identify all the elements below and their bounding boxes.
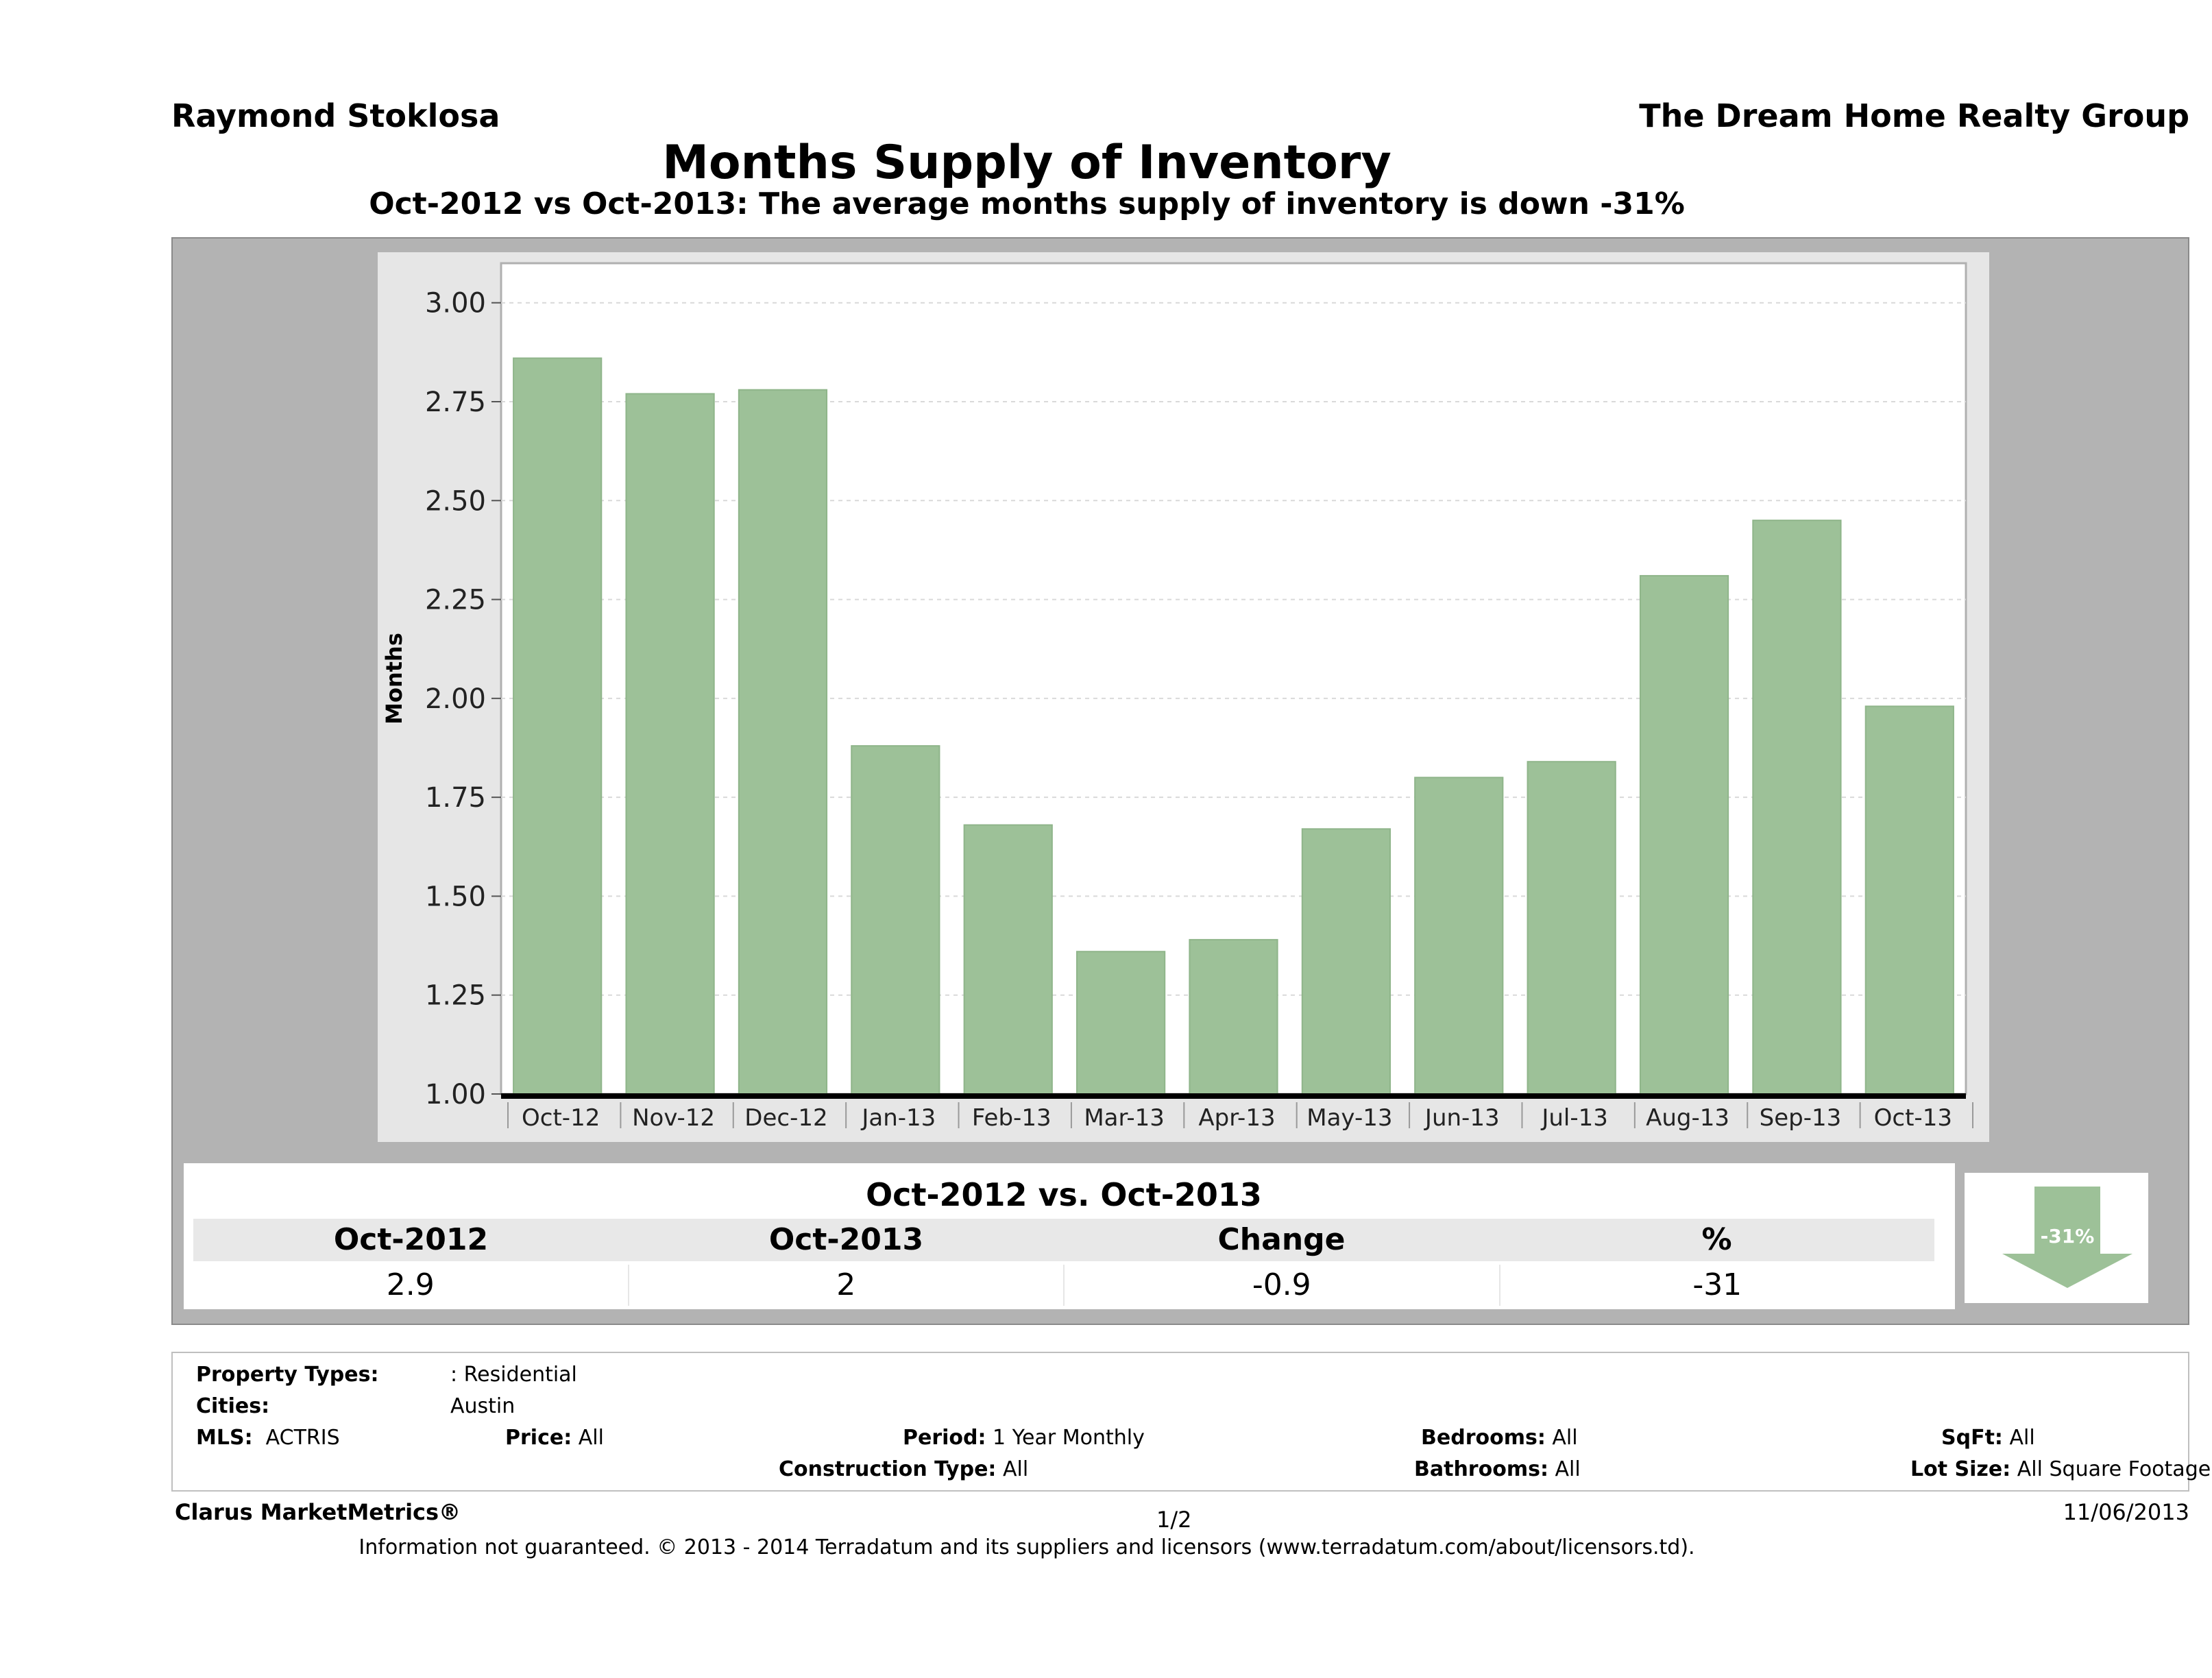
x-tick-label: Feb-13 <box>972 1104 1052 1132</box>
summary-label-percent: % <box>1701 1222 1732 1257</box>
x-tick-label: Aug-13 <box>1646 1104 1729 1132</box>
agent-name: Raymond Stoklosa <box>171 97 500 134</box>
bar <box>1639 574 1729 1095</box>
x-tick-label: Jun-13 <box>1424 1104 1500 1132</box>
x-tick-label: Jan-13 <box>860 1104 936 1132</box>
bar <box>1076 951 1166 1095</box>
bathrooms: Bathrooms: All <box>1414 1457 1581 1481</box>
x-tick-label: Jul-13 <box>1540 1104 1608 1132</box>
x-tick-label: May-13 <box>1306 1104 1392 1132</box>
summary-label-end: Oct-2013 <box>768 1222 924 1257</box>
x-tick-label: Apr-13 <box>1198 1104 1275 1132</box>
summary-values-row: 2.9 2 -0.9 -31 <box>193 1265 1934 1306</box>
bar <box>1414 777 1504 1095</box>
bar <box>513 357 603 1095</box>
x-tick-label: Sep-13 <box>1760 1104 1842 1132</box>
page-title: Months Supply of Inventory <box>662 136 1391 190</box>
disclaimer: Information not guaranteed. © 2013 - 201… <box>358 1535 1695 1559</box>
y-tick-label: 1.75 <box>425 782 486 814</box>
summary-value-percent: -31 <box>1692 1267 1742 1302</box>
change-badge: -31% <box>1965 1173 2148 1303</box>
summary-label-change: Change <box>1217 1222 1346 1257</box>
sqft: SqFt: All <box>1941 1426 2035 1450</box>
x-tick-label: Oct-13 <box>1874 1104 1952 1132</box>
y-tick-label: 1.00 <box>425 1079 486 1110</box>
y-tick-label: 3.00 <box>425 288 486 319</box>
summary-label-start: Oct-2012 <box>333 1222 489 1257</box>
y-tick-label: 2.00 <box>425 683 486 715</box>
summary-value-start: 2.9 <box>193 1265 629 1306</box>
change-badge-label: -31% <box>2041 1225 2095 1248</box>
footer-brand: Clarus MarketMetrics® <box>175 1499 461 1525</box>
bar-chart: 1.00 1.25 1.50 1.75 2.00 2.25 2.50 2.75 3.00 Mont… <box>381 262 1973 1132</box>
company-name: The Dream Home Realty Group <box>1639 97 2189 134</box>
construction-type: Construction Type: All <box>779 1457 1029 1481</box>
summary-labels-row: Oct-2012 Oct-2013 Change % <box>193 1219 1934 1261</box>
bar <box>738 389 828 1095</box>
y-tick-label: 2.75 <box>425 387 486 418</box>
y-tick-label: 1.50 <box>425 881 486 912</box>
period: Period: 1 Year Monthly <box>903 1426 1145 1450</box>
summary-heading: Oct-2012 vs. Oct-2013 <box>193 1173 1934 1217</box>
property-types: Property Types: <box>196 1363 379 1387</box>
lot-size: Lot Size: All Square Footage <box>1910 1457 2211 1481</box>
page-subtitle: Oct-2012 vs Oct-2013: The average months… <box>369 186 1685 221</box>
price: Price: All <box>505 1426 604 1450</box>
down-arrow-icon: -31% <box>2002 1187 2132 1288</box>
bar <box>851 745 940 1095</box>
property-types-value: : Residential <box>450 1363 577 1387</box>
cities: Cities: <box>196 1394 270 1418</box>
bar <box>1527 761 1616 1095</box>
bar <box>1301 828 1391 1095</box>
y-axis-label: Months <box>381 633 407 725</box>
criteria-box <box>171 1352 2189 1492</box>
bar <box>1189 938 1278 1095</box>
bar <box>1864 705 1954 1095</box>
y-tick-label: 2.50 <box>425 485 486 517</box>
mls: MLS: ACTRIS <box>196 1426 340 1450</box>
cities-value: Austin <box>450 1394 515 1418</box>
footer-date: 11/06/2013 <box>2063 1499 2189 1525</box>
summary-value-change: -0.9 <box>1065 1265 1500 1306</box>
y-tick-label: 1.25 <box>425 980 486 1012</box>
y-tick-label: 2.25 <box>425 585 486 616</box>
bar <box>963 824 1053 1095</box>
bar <box>625 393 715 1095</box>
x-tick-label: Mar-13 <box>1084 1104 1165 1132</box>
bar <box>1752 520 1842 1095</box>
bedrooms: Bedrooms: All <box>1421 1426 1578 1450</box>
summary-value-end: 2 <box>629 1265 1065 1306</box>
page-number: 1/2 <box>1156 1507 1192 1533</box>
x-tick-label: Oct-12 <box>522 1104 600 1132</box>
x-tick-label: Nov-12 <box>632 1104 715 1132</box>
x-tick-label: Dec-12 <box>744 1104 827 1132</box>
